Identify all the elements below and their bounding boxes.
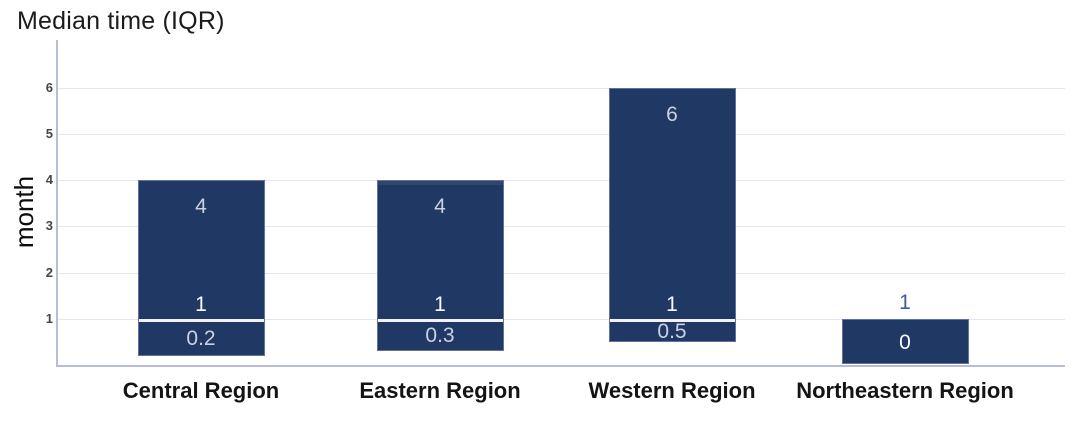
gridline-6: [57, 88, 1065, 89]
bar-label-q3: 4: [195, 195, 207, 218]
bar-label-q1: 0.5: [657, 320, 687, 343]
bar-label-q3: 6: [666, 103, 678, 126]
gridline-4: [57, 180, 1065, 181]
median-line: [138, 319, 264, 322]
bar-label-q3: 4: [434, 195, 446, 218]
median-line: [609, 319, 735, 322]
bar-label-median: 1: [899, 291, 911, 314]
bar-label-median: 1: [434, 293, 446, 316]
y-tick-label-4: 4: [45, 172, 53, 187]
gridline-1: [57, 319, 1065, 320]
y-tick-label-3: 3: [45, 218, 53, 233]
bar-label-median: 1: [195, 293, 207, 316]
x-axis-label-western-region: Western Region: [588, 378, 756, 403]
x-axis-label-northeastern-region: Northeastern Region: [796, 378, 1014, 403]
y-axis-line: [56, 40, 58, 367]
bar-top-cap: [377, 181, 503, 185]
bar-western-region: 6 1 0.5: [608, 88, 736, 343]
chart-title: Median time (IQR): [17, 7, 225, 35]
bar-eastern-region: 4 1 0.3: [376, 180, 504, 351]
bar-northeastern-region: 0: [841, 319, 969, 364]
bar-label-median: 1: [666, 293, 678, 316]
x-axis-line: [56, 365, 1065, 367]
gridline-3: [57, 226, 1065, 227]
y-tick-label-1: 1: [45, 311, 53, 326]
y-tick-label-2: 2: [45, 265, 53, 280]
gridline-2: [57, 273, 1065, 274]
bar-label-q1: 0.3: [425, 324, 455, 347]
bar-label-q1: 0.2: [186, 327, 216, 350]
bar-label-q1: 0: [899, 331, 911, 354]
bar-central-region: 4 1 0.2: [137, 180, 265, 356]
x-axis-label-central-region: Central Region: [122, 378, 280, 403]
y-tick-label-5: 5: [45, 126, 53, 141]
y-axis-title: month: [9, 175, 39, 249]
median-line: [377, 319, 503, 322]
gridline-5: [57, 134, 1065, 135]
x-axis-label-eastern-region: Eastern Region: [359, 378, 521, 403]
y-tick-label-6: 6: [45, 80, 53, 95]
